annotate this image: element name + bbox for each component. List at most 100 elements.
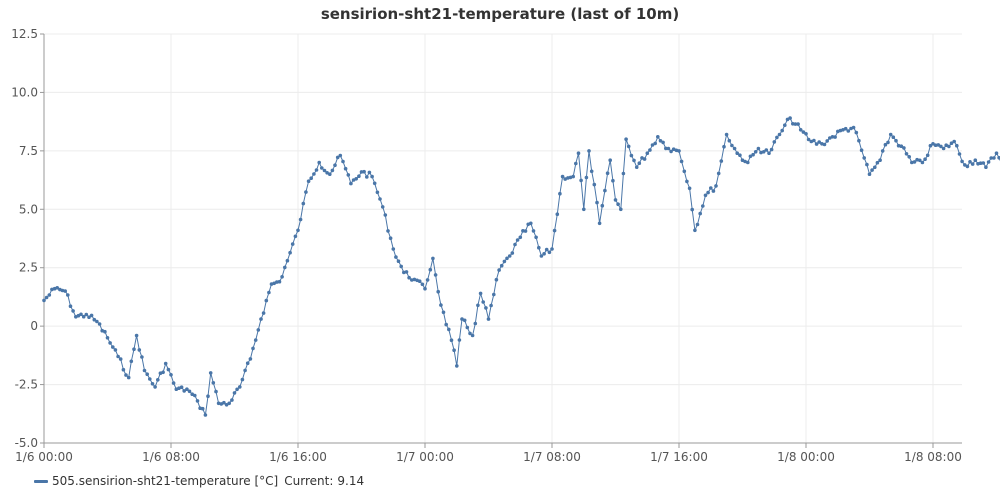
data-point (60, 288, 65, 293)
data-point (375, 190, 380, 195)
legend-current-value: 9.14 (337, 474, 365, 488)
data-point (949, 141, 954, 145)
data-point (777, 132, 782, 137)
data-point (140, 355, 144, 359)
data-point (513, 242, 517, 247)
data-point (116, 354, 120, 359)
data-point (957, 152, 962, 156)
data-point (984, 165, 988, 169)
data-point (714, 184, 718, 188)
data-point (478, 291, 483, 296)
x-tick-label: 1/6 00:00 (15, 450, 73, 464)
y-tick-label: 0 (30, 319, 38, 333)
data-point (396, 259, 401, 264)
data-point (677, 149, 681, 153)
chart-title: sensirion-sht21-temperature (last of 10m… (320, 5, 680, 23)
data-point (648, 148, 652, 152)
data-point (365, 175, 369, 179)
data-point (629, 153, 634, 158)
data-point (227, 401, 231, 406)
data-point (309, 176, 314, 180)
data-point (312, 172, 316, 176)
data-point (878, 158, 882, 162)
data-point (632, 158, 636, 163)
data-point (865, 162, 869, 167)
data-point (550, 247, 554, 251)
data-point (253, 338, 258, 342)
data-point (216, 401, 221, 406)
x-tick-label: 1/7 16:00 (650, 450, 708, 464)
data-point (912, 160, 917, 164)
legend: 505.sensirion-sht21-temperature [°C] Cur… (34, 474, 364, 488)
data-point (417, 279, 422, 284)
data-point (494, 277, 499, 282)
data-point (185, 387, 189, 392)
data-point (944, 143, 948, 147)
data-point (888, 132, 893, 137)
data-point (465, 325, 470, 330)
data-point (812, 138, 816, 143)
data-point (843, 126, 848, 131)
data-point (804, 132, 808, 136)
data-point (298, 217, 303, 222)
data-point (955, 143, 959, 148)
data-point (296, 228, 300, 233)
data-point (698, 211, 702, 216)
temperature-series (42, 116, 1000, 417)
data-point (66, 293, 70, 297)
y-tick-label: -2.5 (15, 378, 38, 392)
data-point (245, 361, 250, 366)
data-point (936, 143, 941, 147)
data-point (203, 413, 208, 417)
data-point (105, 336, 110, 340)
data-point (84, 312, 89, 317)
data-point (314, 168, 319, 172)
data-point (134, 333, 139, 338)
data-point (118, 357, 123, 361)
data-point (947, 144, 951, 149)
data-point (716, 171, 721, 176)
data-point (317, 160, 322, 165)
data-point (960, 159, 964, 164)
data-point (457, 338, 462, 342)
data-point (896, 143, 901, 148)
data-point (703, 193, 708, 198)
data-point (880, 149, 885, 153)
data-point (571, 174, 575, 179)
data-point (743, 159, 747, 164)
data-point (603, 188, 607, 193)
data-point (251, 346, 255, 351)
data-point (671, 147, 676, 151)
data-point (687, 186, 692, 191)
data-point (576, 151, 581, 155)
data-point (193, 393, 197, 398)
data-point (283, 265, 287, 270)
data-point (402, 270, 406, 275)
data-point (79, 312, 83, 317)
data-point (505, 256, 509, 261)
data-point (322, 168, 327, 173)
data-point (563, 177, 567, 181)
data-point (264, 298, 269, 303)
data-point (621, 171, 626, 176)
data-point (486, 317, 491, 321)
data-point (187, 389, 192, 394)
data-point (939, 144, 943, 149)
legend-series-label: 505.sensirion-sht21-temperature [°C] (52, 474, 279, 488)
data-point (568, 175, 573, 180)
data-point (439, 303, 443, 307)
data-point (441, 310, 446, 315)
data-point (388, 236, 393, 240)
data-point (706, 190, 710, 195)
x-tick-label: 1/8 00:00 (777, 450, 835, 464)
data-point (756, 146, 761, 151)
data-point (68, 304, 73, 309)
data-point (542, 252, 546, 256)
data-point (195, 399, 200, 403)
data-point (920, 160, 925, 165)
data-point (208, 371, 213, 375)
data-point (611, 178, 615, 183)
data-point (267, 290, 271, 295)
data-point (129, 359, 134, 364)
data-point (269, 282, 274, 286)
